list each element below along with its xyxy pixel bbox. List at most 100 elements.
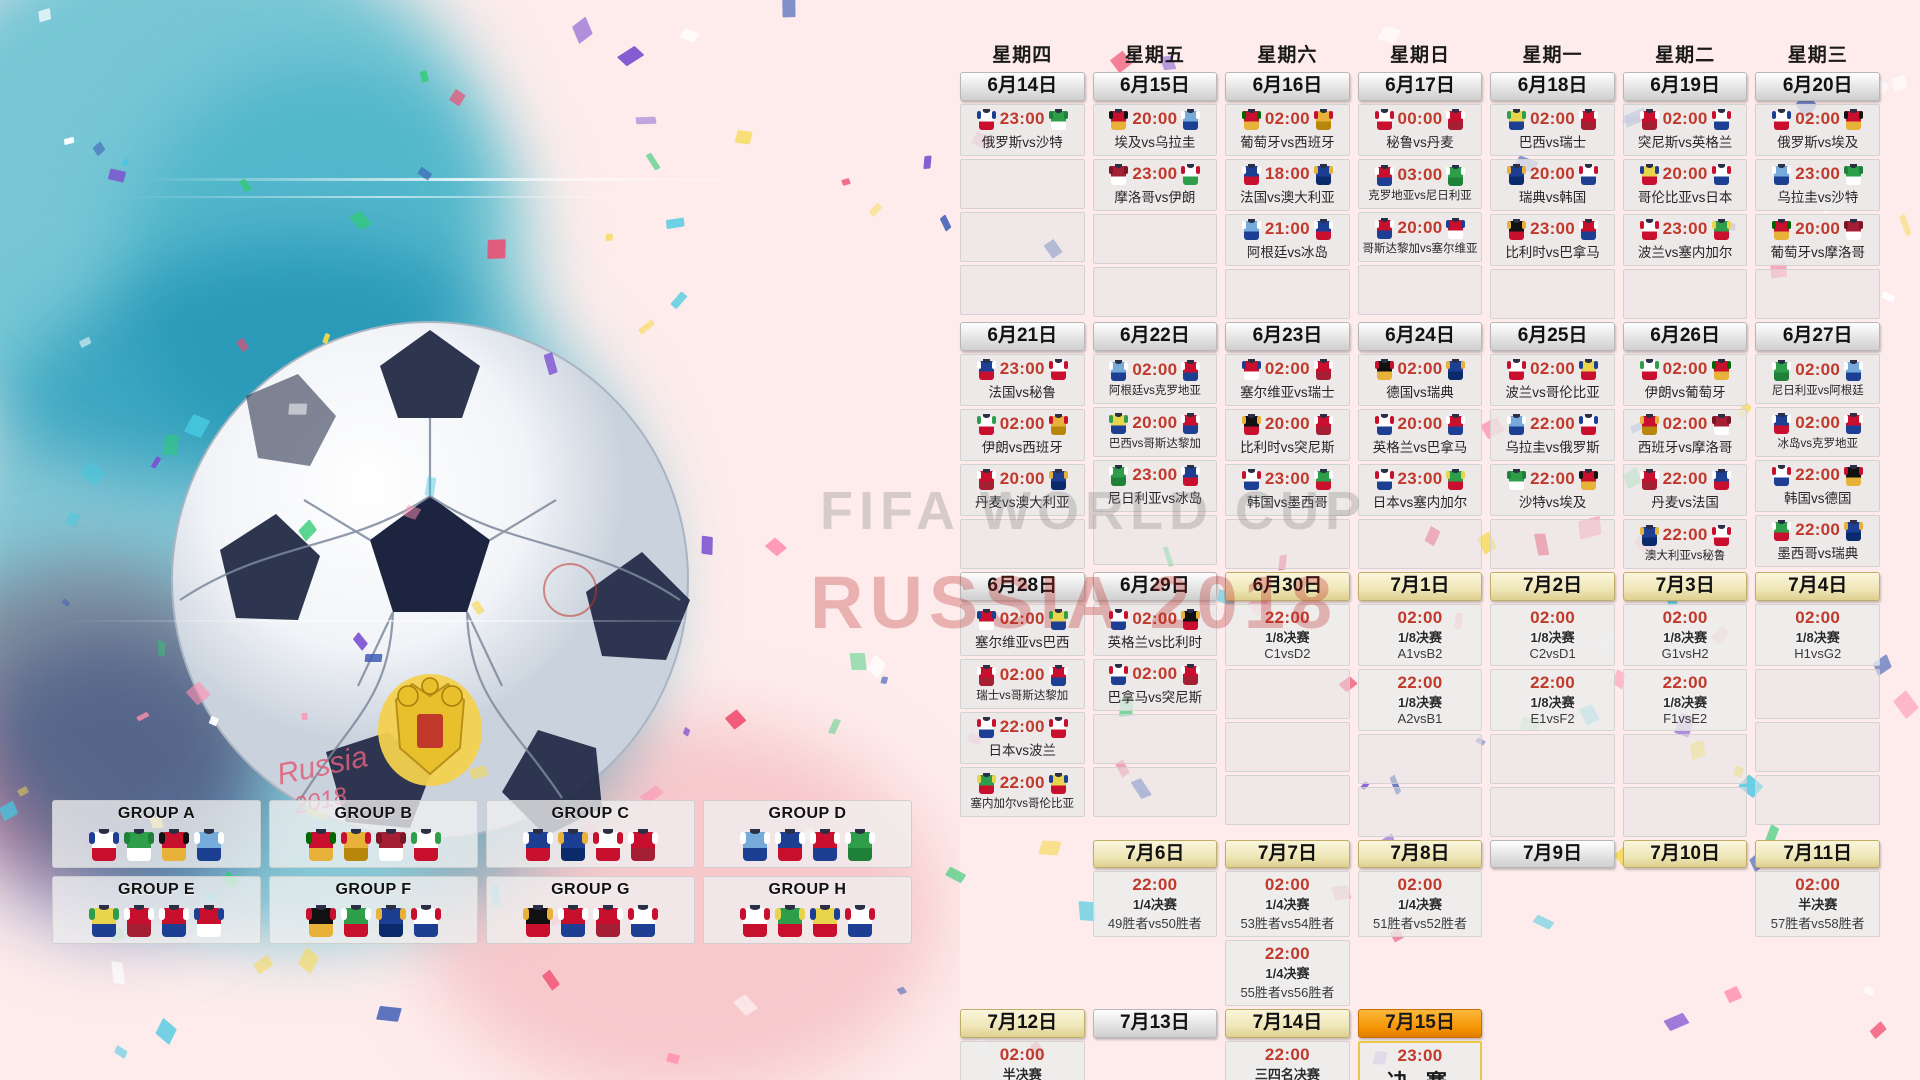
match-cell[interactable]: 22:00 1/8决赛 C1vsD2: [1225, 603, 1350, 666]
match-cell[interactable]: 18:00 法国vs澳大利亚: [1225, 158, 1350, 211]
match-cell[interactable]: 02:00半决赛59胜者vs60胜者: [960, 1041, 1085, 1080]
date-label[interactable]: 6月27日: [1755, 321, 1880, 351]
date-label[interactable]: 7月9日: [1490, 839, 1615, 869]
match-cell[interactable]: 20:00 巴西vs哥斯达黎加: [1092, 406, 1218, 457]
date-label[interactable]: 6月28日: [960, 571, 1085, 601]
date-label[interactable]: 6月21日: [960, 321, 1085, 351]
match-cell[interactable]: 02:00 冰岛vs克罗地亚: [1755, 406, 1880, 457]
match-cell[interactable]: 21:00 阿根廷vs冰岛: [1225, 213, 1350, 266]
match-cell[interactable]: 02:00 伊朗vs葡萄牙: [1622, 353, 1748, 406]
date-label[interactable]: 6月19日: [1622, 72, 1748, 101]
group-box-b[interactable]: GROUP B: [269, 800, 478, 868]
match-cell[interactable]: 02:00 阿根廷vs克罗地亚: [1092, 353, 1218, 404]
match-cell[interactable]: 22:00 1/8决赛 A2vsB1: [1357, 668, 1483, 731]
date-label[interactable]: 7月2日: [1490, 571, 1615, 601]
match-cell[interactable]: 02:00 巴西vs瑞士: [1490, 103, 1615, 156]
match-cell[interactable]: 02:00 1/4决赛 51胜者vs52胜者: [1357, 871, 1483, 938]
match-cell[interactable]: 02:00 1/8决赛 A1vsB2: [1357, 603, 1483, 666]
date-label[interactable]: 6月18日: [1490, 72, 1615, 101]
group-box-e[interactable]: GROUP E: [52, 876, 261, 944]
match-cell[interactable]: 00:00 秘鲁vs丹麦: [1357, 103, 1483, 156]
match-cell[interactable]: 02:00 西班牙vs摩洛哥: [1622, 408, 1748, 461]
date-label[interactable]: 7月13日: [1092, 1009, 1218, 1039]
match-cell[interactable]: 02:00 半决赛 57胜者vs58胜者: [1755, 871, 1880, 938]
match-cell[interactable]: 22:00 墨西哥vs瑞典: [1755, 514, 1880, 567]
match-cell[interactable]: 23:00 乌拉圭vs沙特: [1755, 158, 1880, 211]
match-cell[interactable]: 02:00 德国vs瑞典: [1357, 353, 1483, 406]
match-cell[interactable]: 20:00 英格兰vs巴拿马: [1357, 408, 1483, 461]
group-box-h[interactable]: GROUP H: [703, 876, 912, 944]
date-label[interactable]: 6月20日: [1755, 72, 1880, 101]
date-label[interactable]: 7月15日: [1357, 1009, 1483, 1039]
match-cell[interactable]: 22:00 丹麦vs法国: [1622, 463, 1748, 516]
match-cell[interactable]: 20:00 哥伦比亚vs日本: [1622, 158, 1748, 211]
match-cell[interactable]: 20:00 比利时vs突尼斯: [1225, 408, 1350, 461]
date-label[interactable]: 6月16日: [1225, 72, 1350, 101]
match-cell[interactable]: 03:00 克罗地亚vs尼日利亚: [1357, 158, 1483, 209]
match-cell[interactable]: 23:00 韩国vs墨西哥: [1225, 463, 1350, 516]
match-cell[interactable]: 02:00 葡萄牙vs西班牙: [1225, 103, 1350, 156]
match-cell[interactable]: 22:00三四名决赛61负者vs62负者: [1225, 1041, 1350, 1080]
group-box-d[interactable]: GROUP D: [703, 800, 912, 868]
match-cell[interactable]: 02:00 塞尔维亚vs瑞士: [1225, 353, 1350, 406]
match-cell[interactable]: 23:00 摩洛哥vs伊朗: [1092, 158, 1218, 211]
match-cell[interactable]: 02:00 突尼斯vs英格兰: [1622, 103, 1748, 156]
match-cell[interactable]: 02:00 波兰vs哥伦比亚: [1490, 353, 1615, 406]
match-cell[interactable]: 02:00 瑞士vs哥斯达黎加: [960, 658, 1085, 709]
date-label[interactable]: 6月22日: [1092, 321, 1218, 351]
final-match-cell[interactable]: 23:00决 赛: [1357, 1041, 1483, 1080]
date-label[interactable]: 7月8日: [1357, 839, 1483, 869]
match-cell[interactable]: 22:00 1/4决赛 49胜者vs50胜者: [1092, 871, 1218, 938]
date-label[interactable]: 7月10日: [1622, 839, 1748, 869]
date-label[interactable]: 6月25日: [1490, 321, 1615, 351]
date-label[interactable]: 7月4日: [1755, 571, 1880, 601]
match-cell[interactable]: 20:00 埃及vs乌拉圭: [1092, 103, 1218, 156]
match-cell[interactable]: 22:00 乌拉圭vs俄罗斯: [1490, 408, 1615, 461]
match-cell[interactable]: 02:00 1/8决赛 C2vsD1: [1490, 603, 1615, 666]
match-cell[interactable]: 22:00 澳大利亚vs秘鲁: [1622, 518, 1748, 569]
date-label[interactable]: 7月1日: [1357, 571, 1483, 601]
date-label[interactable]: 6月23日: [1225, 321, 1350, 351]
match-cell[interactable]: 23:00 俄罗斯vs沙特: [960, 103, 1085, 156]
date-label[interactable]: 7月11日: [1755, 839, 1880, 869]
date-label[interactable]: 7月12日: [960, 1009, 1085, 1039]
group-box-g[interactable]: GROUP G: [486, 876, 695, 944]
match-cell[interactable]: 02:00 1/4决赛 53胜者vs54胜者: [1225, 871, 1350, 938]
date-label[interactable]: 6月15日: [1092, 72, 1218, 101]
date-label[interactable]: 7月6日: [1092, 839, 1218, 869]
match-cell[interactable]: 20:00 瑞典vs韩国: [1490, 158, 1615, 211]
match-cell[interactable]: 22:00 沙特vs埃及: [1490, 463, 1615, 516]
group-box-a[interactable]: GROUP A: [52, 800, 261, 868]
match-cell[interactable]: 02:00 尼日利亚vs阿根廷: [1755, 353, 1880, 404]
date-label[interactable]: 6月14日: [960, 72, 1085, 101]
match-cell[interactable]: 20:00 哥斯达黎加vs塞尔维亚: [1357, 211, 1483, 262]
match-cell[interactable]: 23:00 尼日利亚vs冰岛: [1092, 459, 1218, 512]
match-cell[interactable]: 20:00 丹麦vs澳大利亚: [960, 463, 1085, 516]
match-cell[interactable]: 22:00 日本vs波兰: [960, 711, 1085, 764]
match-cell[interactable]: 23:00 日本vs塞内加尔: [1357, 463, 1483, 516]
date-label[interactable]: 7月3日: [1622, 571, 1748, 601]
match-cell[interactable]: 02:00 1/8决赛 G1vsH2: [1622, 603, 1748, 666]
match-cell[interactable]: 22:00 韩国vs德国: [1755, 459, 1880, 512]
match-cell[interactable]: 23:00 法国vs秘鲁: [960, 353, 1085, 406]
group-box-c[interactable]: GROUP C: [486, 800, 695, 868]
match-cell[interactable]: 22:00 1/8决赛 E1vsF2: [1490, 668, 1615, 731]
date-label[interactable]: 6月24日: [1357, 321, 1483, 351]
match-cell[interactable]: 23:00 波兰vs塞内加尔: [1622, 213, 1748, 266]
date-label[interactable]: 7月7日: [1225, 839, 1350, 869]
date-label[interactable]: 6月17日: [1357, 72, 1483, 101]
date-label[interactable]: 7月14日: [1225, 1009, 1350, 1039]
date-label[interactable]: 6月30日: [1225, 571, 1350, 601]
group-box-f[interactable]: GROUP F: [269, 876, 478, 944]
date-label[interactable]: 6月26日: [1622, 321, 1748, 351]
match-cell[interactable]: 23:00 比利时vs巴拿马: [1490, 213, 1615, 266]
match-cell[interactable]: 02:00 英格兰vs比利时: [1092, 603, 1218, 656]
match-cell[interactable]: 20:00 葡萄牙vs摩洛哥: [1755, 213, 1880, 266]
match-cell[interactable]: 02:00 塞尔维亚vs巴西: [960, 603, 1085, 656]
date-label[interactable]: 6月29日: [1092, 571, 1218, 601]
match-cell[interactable]: 02:00 巴拿马vs突尼斯: [1092, 658, 1218, 711]
match-cell[interactable]: 02:00 俄罗斯vs埃及: [1755, 103, 1880, 156]
match-cell[interactable]: 22:00 1/8决赛 F1vsE2: [1622, 668, 1748, 731]
match-cell[interactable]: 22:00 1/4决赛 55胜者vs56胜者: [1225, 940, 1350, 1007]
match-cell[interactable]: 02:00 1/8决赛 H1vsG2: [1755, 603, 1880, 666]
